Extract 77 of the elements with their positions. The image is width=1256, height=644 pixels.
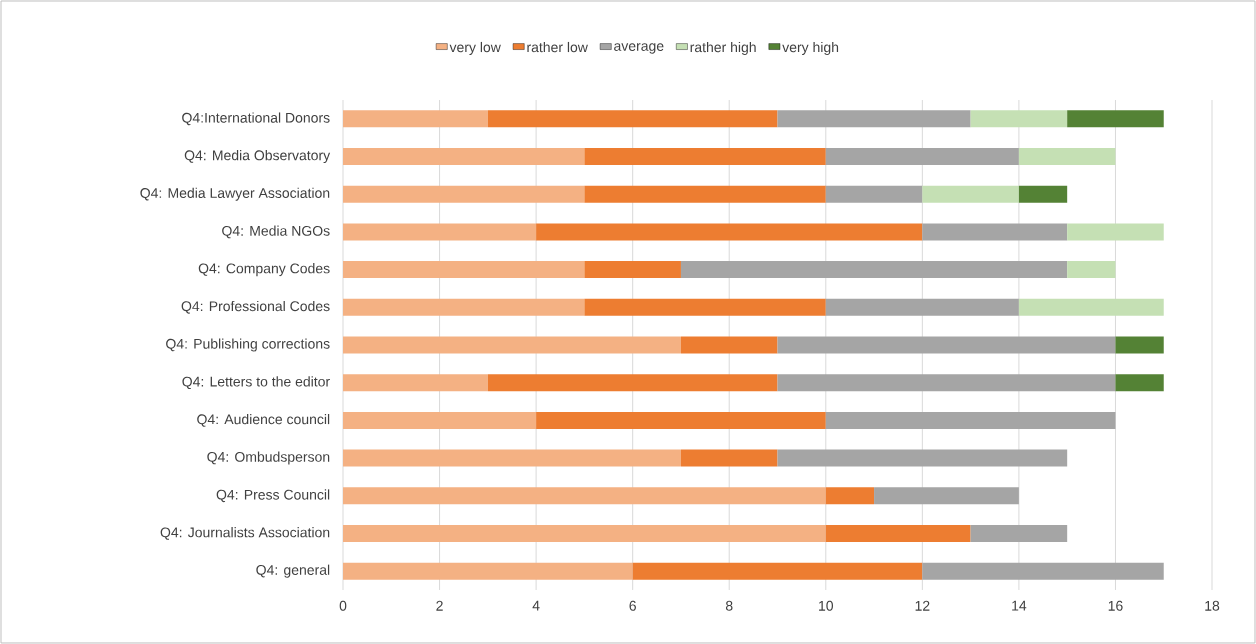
bar — [777, 374, 1116, 392]
x-tick-label: 10 — [819, 600, 834, 611]
bar — [584, 261, 681, 279]
bar — [1018, 298, 1164, 316]
bar — [584, 185, 826, 203]
x-tick-label: 4 — [532, 600, 540, 611]
legend-label: rather high — [690, 41, 756, 55]
y-tick-label: Q4: Media Lawyer Association — [140, 187, 330, 201]
bar — [825, 148, 1019, 166]
bar — [922, 562, 1164, 580]
bar — [343, 562, 633, 580]
y-tick-label: Q4: Journalists Association — [160, 527, 330, 540]
y-tick-label: Q4:International Donors — [182, 112, 330, 126]
legend-label: very low — [449, 41, 501, 55]
x-tick-label: 16 — [1108, 600, 1123, 611]
bar — [343, 449, 681, 467]
x-tick-label: 2 — [436, 600, 443, 611]
y-tick-label: Q4: general — [256, 564, 330, 578]
bar — [343, 487, 826, 505]
bar — [1018, 185, 1068, 203]
bar — [584, 148, 826, 166]
bar — [343, 374, 488, 392]
bar — [1067, 223, 1164, 241]
bar — [536, 411, 826, 429]
bar — [343, 298, 585, 316]
y-tick-label: Q4: Letters to the editor — [182, 376, 330, 390]
bar — [970, 524, 1068, 542]
bar — [632, 562, 923, 580]
bar — [1115, 374, 1164, 392]
y-tick-label: Q4: Professional Codes — [181, 300, 330, 314]
bar — [970, 110, 1068, 128]
bar — [343, 148, 585, 166]
bar — [825, 298, 1019, 316]
bar — [487, 110, 778, 128]
bar — [825, 185, 923, 203]
bar — [343, 411, 537, 429]
bar — [1067, 261, 1116, 279]
y-tick-label: Q4: Press Council — [216, 489, 330, 503]
bar — [825, 411, 1116, 429]
bar — [777, 110, 971, 128]
y-tick-label: Q4: Company Codes — [198, 263, 330, 277]
bar — [1067, 110, 1164, 128]
bar — [343, 223, 537, 241]
bar — [343, 185, 585, 203]
bar — [1115, 336, 1164, 354]
x-tick-label: 12 — [915, 600, 930, 611]
y-tick-label: Q4: Media NGOs — [222, 225, 330, 239]
bar — [777, 449, 1068, 467]
bar — [874, 487, 1019, 505]
bar — [680, 261, 1068, 279]
bar — [825, 524, 971, 542]
y-tick-label: Q4: Audience council — [197, 413, 330, 427]
bar — [487, 374, 778, 392]
bar — [680, 449, 778, 467]
x-tick-label: 14 — [1012, 600, 1027, 611]
y-tick-label: Q4: Publishing corrections — [166, 338, 330, 352]
x-tick-label: 8 — [725, 600, 733, 611]
bar — [922, 223, 1068, 241]
legend-label: average — [614, 43, 664, 54]
x-tick-label: 18 — [1205, 600, 1220, 611]
bar — [584, 298, 826, 316]
y-tick-label: Q4: Media Observatory — [184, 150, 331, 164]
x-tick-label: 6 — [629, 600, 636, 611]
legend-label: very high — [782, 41, 839, 55]
bar — [343, 336, 681, 354]
bar — [922, 185, 1019, 203]
bar — [343, 261, 585, 279]
bar — [343, 110, 488, 128]
bar — [343, 524, 826, 542]
legend-label: rather low — [527, 41, 588, 53]
bar — [777, 336, 1116, 354]
bar — [536, 223, 923, 241]
bar — [680, 336, 778, 354]
x-tick-label: 0 — [339, 600, 347, 611]
bar — [825, 487, 875, 505]
y-tick-label: Q4: Ombudsperson — [207, 451, 330, 465]
bar — [1018, 148, 1116, 166]
